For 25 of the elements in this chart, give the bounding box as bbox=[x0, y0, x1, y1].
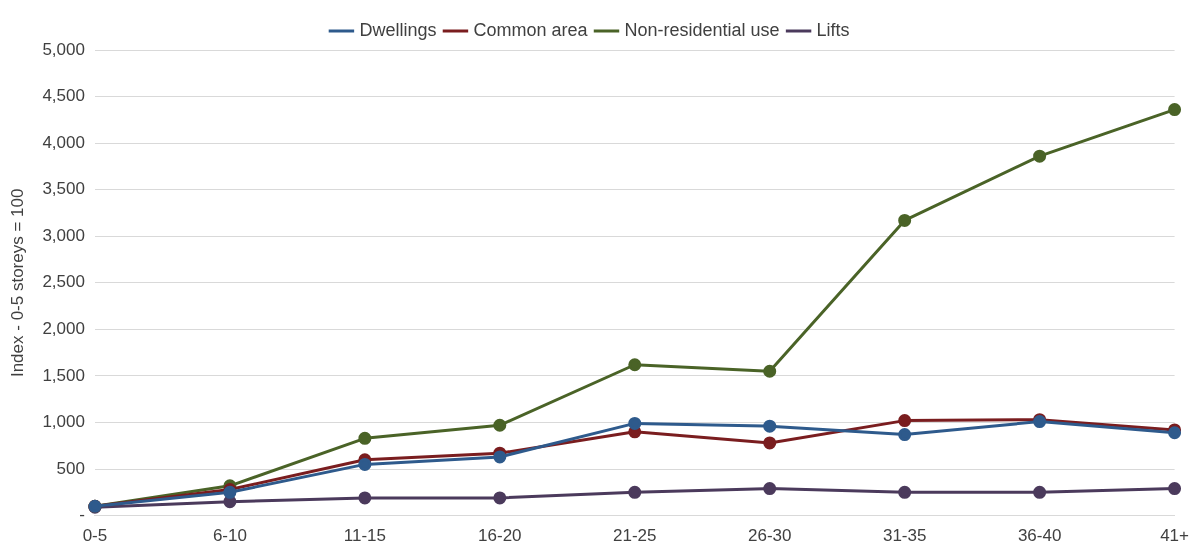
y-tick-label: 5,000 bbox=[42, 39, 85, 59]
legend-label: Lifts bbox=[816, 19, 850, 40]
x-tick-label: 21-25 bbox=[613, 526, 657, 546]
y-tick-label: 2,000 bbox=[42, 319, 85, 339]
y-tick-label: 4,500 bbox=[42, 86, 85, 106]
y-axis-title: Index - 0-5 storeys = 100 bbox=[7, 188, 27, 378]
legend-label: Non-residential use bbox=[624, 19, 780, 40]
x-tick-label: 6-10 bbox=[212, 526, 247, 546]
x-tick-label: 36-40 bbox=[1017, 526, 1062, 546]
y-tick-label: 1,500 bbox=[42, 365, 85, 385]
y-tick-label: 4,000 bbox=[42, 132, 85, 152]
y-tick-label: 3,000 bbox=[42, 225, 85, 245]
y-tick-label: 1,000 bbox=[42, 412, 85, 432]
x-tick-label: 11-15 bbox=[343, 526, 386, 546]
y-tick-label: 500 bbox=[56, 458, 85, 478]
y-tick-label: - bbox=[79, 505, 85, 525]
x-tick-label: 26-30 bbox=[747, 526, 792, 546]
legend-label: Dwellings bbox=[359, 19, 437, 40]
y-tick-label: 2,500 bbox=[42, 272, 85, 292]
x-tick-label: 31-35 bbox=[882, 526, 927, 546]
x-tick-label: 0-5 bbox=[82, 526, 108, 546]
legend-label: Common area bbox=[473, 19, 589, 40]
x-tick-label: 41+ bbox=[1160, 526, 1190, 546]
x-tick-label: 16-20 bbox=[478, 526, 522, 546]
y-tick-label: 3,500 bbox=[42, 179, 85, 199]
